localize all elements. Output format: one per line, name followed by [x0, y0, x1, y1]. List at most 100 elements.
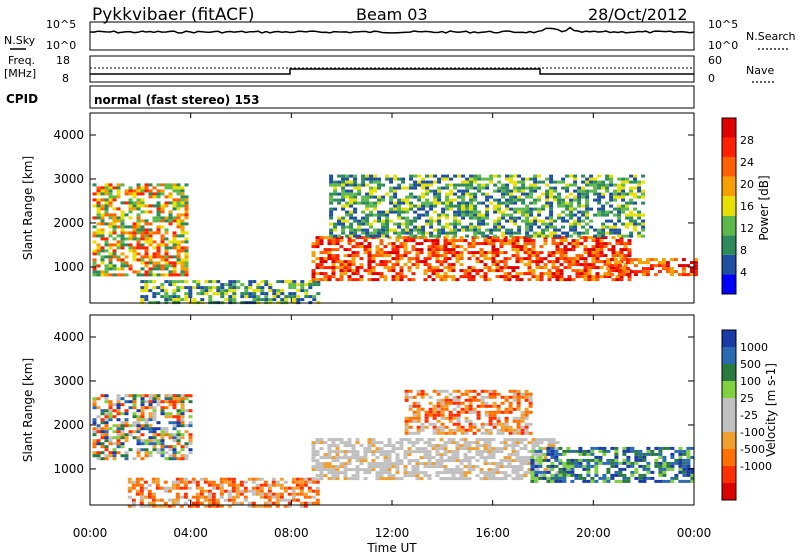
heatmap-cell	[124, 451, 129, 455]
heatmap-cell	[156, 267, 161, 271]
heatmap-cell	[139, 504, 144, 508]
heatmap-cell	[449, 228, 454, 232]
heatmap-cell	[475, 453, 480, 457]
heatmap-cell	[349, 180, 354, 184]
heatmap-cell	[443, 272, 448, 276]
heatmap-cell	[361, 177, 366, 181]
heatmap-cell	[546, 464, 551, 468]
heatmap-cell	[223, 498, 228, 502]
heatmap-cell	[619, 239, 624, 243]
heatmap-cell	[367, 269, 372, 273]
heatmap-cell	[511, 269, 516, 273]
heatmap-cell	[315, 242, 320, 246]
heatmap-cell	[420, 425, 425, 429]
heatmap-cell	[144, 249, 149, 253]
heatmap-cell	[124, 192, 129, 196]
heatmap-cell	[527, 242, 532, 246]
heatmap-cell	[594, 479, 599, 483]
heatmap-cell	[485, 216, 490, 220]
heatmap-cell	[399, 441, 404, 445]
heatmap-cell	[413, 225, 418, 229]
heatmap-cell	[148, 258, 153, 262]
heatmap-cell	[168, 192, 173, 196]
heatmap-cell	[492, 392, 497, 396]
heatmap-cell	[144, 406, 149, 410]
heatmap-cell	[521, 210, 526, 214]
heatmap-cell	[100, 246, 105, 250]
heatmap-cell	[417, 180, 422, 184]
heatmap-cell	[311, 254, 316, 258]
heatmap-cell	[451, 474, 456, 478]
heatmap-cell	[100, 445, 105, 449]
colorbar-segment	[722, 157, 736, 177]
heatmap-cell	[144, 283, 149, 287]
heatmap-cell	[483, 459, 488, 463]
heatmap-cell	[147, 501, 152, 505]
heatmap-cell	[381, 210, 386, 214]
heatmap-cell	[504, 416, 509, 420]
heatmap-cell	[503, 456, 508, 460]
heatmap-cell	[419, 438, 424, 442]
heatmap-cell	[308, 283, 313, 287]
heatmap-cell	[515, 236, 520, 240]
heatmap-cell	[657, 261, 662, 265]
heatmap-cell	[176, 186, 181, 190]
heatmap-cell	[304, 292, 309, 296]
heatmap-cell	[516, 422, 521, 426]
heatmap-cell	[160, 219, 165, 223]
heatmap-cell	[549, 234, 554, 238]
heatmap-cell	[188, 433, 193, 437]
heatmap-cell	[491, 456, 496, 460]
heatmap-cell	[349, 198, 354, 202]
heatmap-cell	[650, 452, 655, 456]
heatmap-cell	[100, 255, 105, 259]
heatmap-cell	[323, 456, 328, 460]
heatmap-cell	[573, 219, 578, 223]
heatmap-cell	[622, 479, 627, 483]
heatmap-cell	[349, 228, 354, 232]
heatmap-cell	[401, 201, 406, 205]
heatmap-cell	[464, 419, 469, 423]
heatmap-cell	[389, 177, 394, 181]
heatmap-cell	[96, 406, 101, 410]
heatmap-cell	[479, 260, 484, 264]
heatmap-cell	[629, 261, 634, 265]
heatmap-cell	[641, 261, 646, 265]
heatmap-cell	[112, 243, 117, 247]
heatmap-cell	[465, 186, 470, 190]
heatmap-cell	[511, 447, 516, 451]
heatmap-cell	[436, 398, 441, 402]
heatmap-cell	[412, 419, 417, 423]
heatmap-cell	[371, 441, 376, 445]
heatmap-cell	[172, 292, 177, 296]
heatmap-cell	[347, 459, 352, 463]
heatmap-cell	[363, 468, 368, 472]
heatmap-cell	[391, 242, 396, 246]
heatmap-cell	[327, 275, 332, 279]
heatmap-cell	[638, 473, 643, 477]
heatmap-cell	[160, 442, 165, 446]
heatmap-cell	[574, 449, 579, 453]
heatmap-cell	[403, 245, 408, 249]
heatmap-cell	[128, 406, 133, 410]
heatmap-cell	[559, 251, 564, 255]
heatmap-cell	[104, 409, 109, 413]
heatmap-cell	[445, 204, 450, 208]
heatmap-cell	[371, 260, 376, 264]
heatmap-cell	[447, 275, 452, 279]
heatmap-cell	[637, 213, 642, 217]
heatmap-cell	[433, 195, 438, 199]
heatmap-cell	[515, 278, 520, 282]
heatmap-cell	[176, 234, 181, 238]
heatmap-cell	[539, 275, 544, 279]
heatmap-cell	[468, 401, 473, 405]
heatmap-cell	[268, 286, 273, 290]
heatmap-cell	[437, 195, 442, 199]
heatmap-cell	[441, 228, 446, 232]
heatmap-cell	[327, 465, 332, 469]
heatmap-cell	[645, 267, 650, 271]
heatmap-cell	[563, 254, 568, 258]
heatmap-cell	[108, 189, 113, 193]
heatmap-cell	[642, 479, 647, 483]
heatmap-cell	[172, 198, 177, 202]
